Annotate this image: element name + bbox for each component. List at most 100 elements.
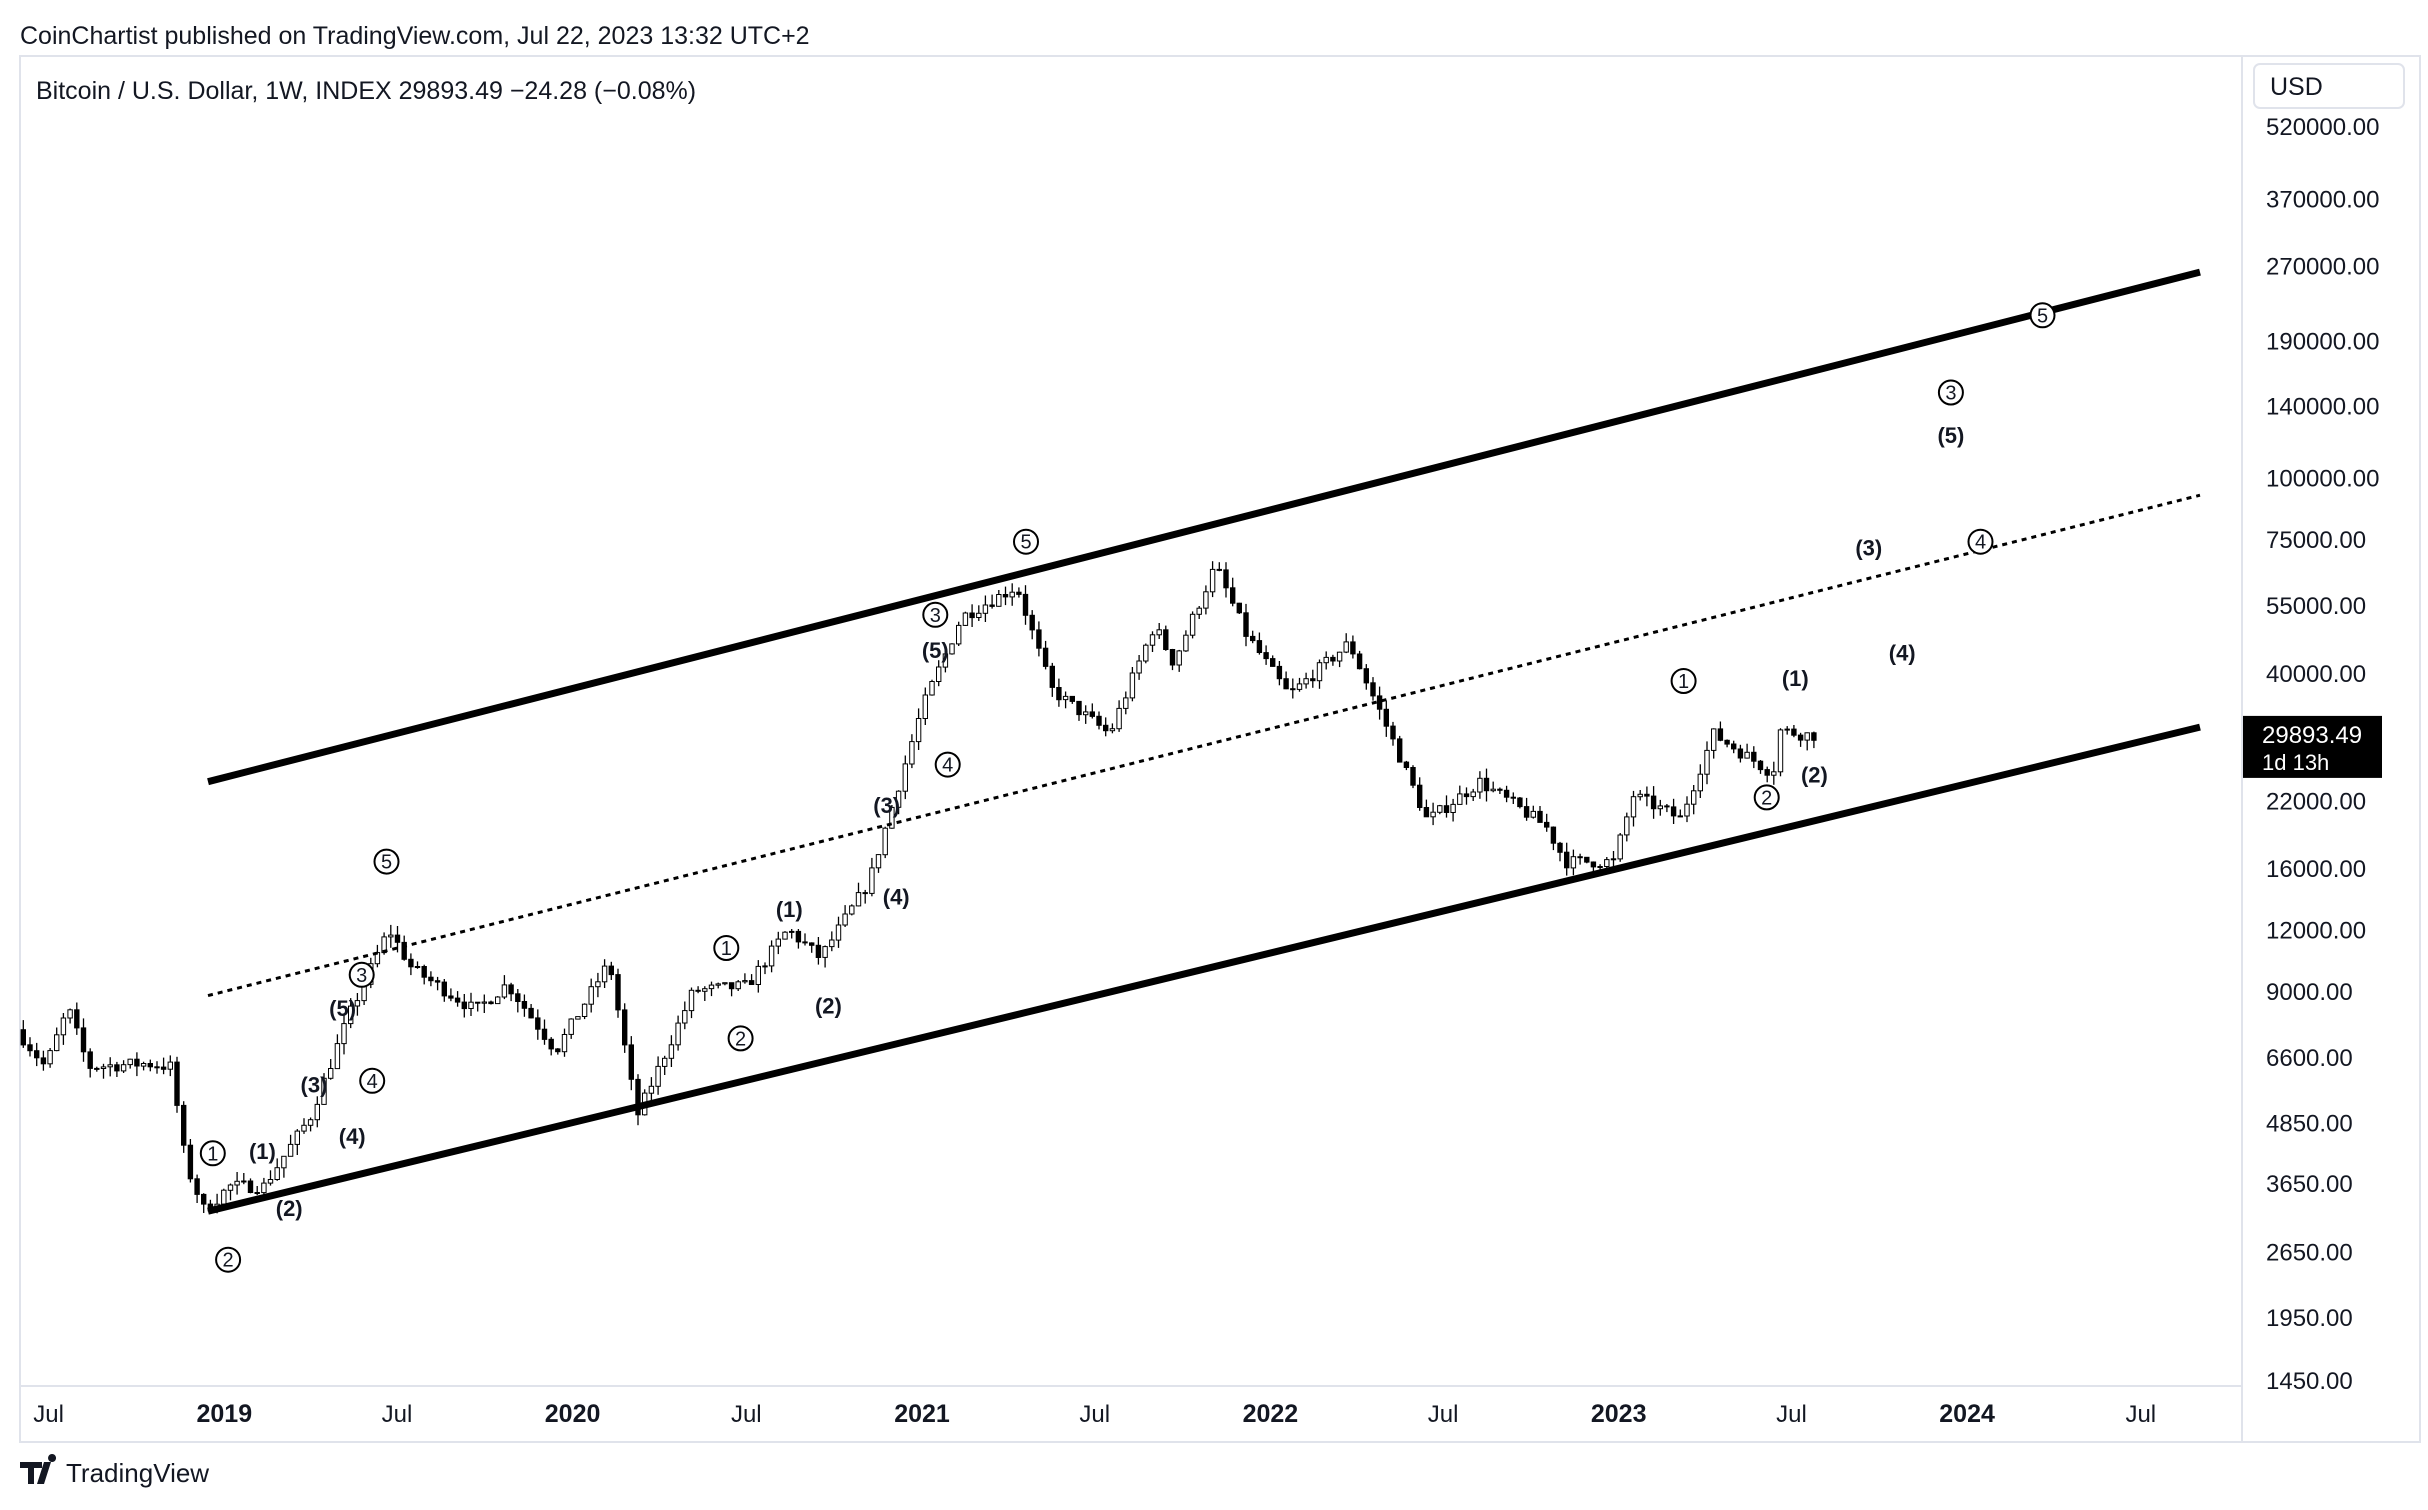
candle-body xyxy=(942,653,949,668)
bar-countdown: 1d 13h xyxy=(2262,750,2329,775)
wave-label-circle xyxy=(934,751,961,778)
candle-body xyxy=(575,1016,581,1020)
candle-body xyxy=(936,666,942,682)
wave-label-circle xyxy=(1013,528,1039,555)
candle-body xyxy=(735,981,741,990)
wave-label: (2) xyxy=(815,994,842,1019)
candle-body xyxy=(47,1050,53,1065)
candle-body xyxy=(1290,688,1296,691)
candle-body xyxy=(1711,728,1717,751)
wave-label-circle xyxy=(1967,528,1994,555)
channel-lines xyxy=(207,268,2201,1215)
tradingview-logo: TradingView xyxy=(20,1454,209,1488)
candle-body xyxy=(1737,748,1744,759)
candle-body xyxy=(728,982,735,990)
candle-body xyxy=(187,1144,194,1180)
candle-body xyxy=(809,942,815,946)
wave-label-circle xyxy=(1937,379,1964,406)
candle-body xyxy=(1537,810,1543,823)
candle-body xyxy=(60,1017,67,1036)
candle-body xyxy=(227,1184,234,1191)
candle-body xyxy=(1550,826,1557,844)
wave-label: (1) xyxy=(1782,666,1809,691)
candle-body xyxy=(80,1027,87,1053)
candle-body xyxy=(27,1044,33,1052)
candle-body xyxy=(1771,771,1777,776)
candle-body xyxy=(495,996,501,1005)
candle-body xyxy=(1724,739,1730,745)
candle-body xyxy=(1423,807,1430,818)
candle-body xyxy=(869,867,875,894)
candle-body xyxy=(1811,732,1817,741)
candle-body xyxy=(1370,682,1376,697)
candle-body xyxy=(287,1143,294,1157)
time-axis[interactable]: Jul 2019 Jul 2020 Jul 2021 Jul 2022 Jul 2023 Jul 20… xyxy=(33,1400,2156,1428)
candle-body xyxy=(1123,697,1129,709)
wave-label: (5) xyxy=(329,996,356,1021)
candle-body xyxy=(976,612,982,618)
currency-button[interactable]: USD xyxy=(2253,63,2405,109)
wave-label: (3) xyxy=(1855,536,1882,561)
wave-label: (4) xyxy=(1889,641,1916,666)
candle-body xyxy=(875,854,882,869)
candle-body xyxy=(40,1057,47,1065)
candle-body xyxy=(601,965,608,983)
candle-body xyxy=(555,1048,561,1053)
channel-median-line xyxy=(207,493,2201,998)
candle-body xyxy=(67,1009,73,1019)
wave-label-circle xyxy=(2029,302,2056,329)
candle-body xyxy=(1116,707,1122,730)
price-tick-label: 270000.00 xyxy=(2266,254,2379,281)
candle-body xyxy=(1777,729,1784,773)
wave-label-circle xyxy=(922,601,949,628)
candle-body xyxy=(855,892,862,907)
candle-body xyxy=(1717,728,1724,741)
candle-body xyxy=(969,612,975,619)
candle-body xyxy=(1263,652,1269,660)
candle-body xyxy=(1670,806,1677,817)
candle-body xyxy=(1163,629,1169,650)
candle-body xyxy=(1610,858,1617,861)
candle-body xyxy=(20,1029,27,1046)
candle-body xyxy=(1757,760,1764,771)
candle-body xyxy=(548,1038,554,1050)
candle-body xyxy=(655,1065,661,1087)
wave-label-circle xyxy=(713,935,740,961)
wave-label-number: 2 xyxy=(1761,787,1772,809)
candle-body xyxy=(1457,793,1463,805)
candle-body xyxy=(1022,593,1029,616)
candle-body xyxy=(1350,641,1356,655)
candle-body xyxy=(408,958,414,968)
candle-body xyxy=(842,913,848,926)
candle-body xyxy=(1089,711,1095,717)
candle-body xyxy=(996,594,1002,607)
candle-body xyxy=(154,1066,160,1069)
candle-body xyxy=(982,604,989,614)
candle-body xyxy=(535,1017,541,1030)
candle-body xyxy=(1530,810,1536,818)
candle-body xyxy=(521,1001,528,1009)
price-tick-label: 100000.00 xyxy=(2266,466,2379,493)
candle-body xyxy=(221,1189,227,1205)
candle-body xyxy=(1250,635,1256,642)
candle-body xyxy=(581,1003,588,1018)
candle-body xyxy=(1303,678,1309,685)
candle-body xyxy=(1383,708,1389,727)
candle-body xyxy=(1276,665,1283,680)
candle-body xyxy=(294,1130,301,1145)
candle-body xyxy=(922,694,928,719)
wave-label-number: 2 xyxy=(735,1028,746,1050)
time-tick-label: 2019 xyxy=(196,1400,252,1428)
wave-label-circle xyxy=(359,1067,386,1094)
time-tick-label: 2020 xyxy=(545,1400,601,1428)
candle-body xyxy=(401,941,407,960)
candle-body xyxy=(1564,851,1570,869)
candle-body xyxy=(1791,728,1797,736)
candle-body xyxy=(1437,805,1443,813)
candle-body xyxy=(1062,695,1069,701)
wave-label-number: 3 xyxy=(930,605,941,627)
candle-body xyxy=(1343,641,1349,653)
candle-body xyxy=(615,974,621,1011)
price-axis[interactable]: 520000.00 370000.00 270000.00 190000.00 1400… xyxy=(2266,114,2379,1395)
